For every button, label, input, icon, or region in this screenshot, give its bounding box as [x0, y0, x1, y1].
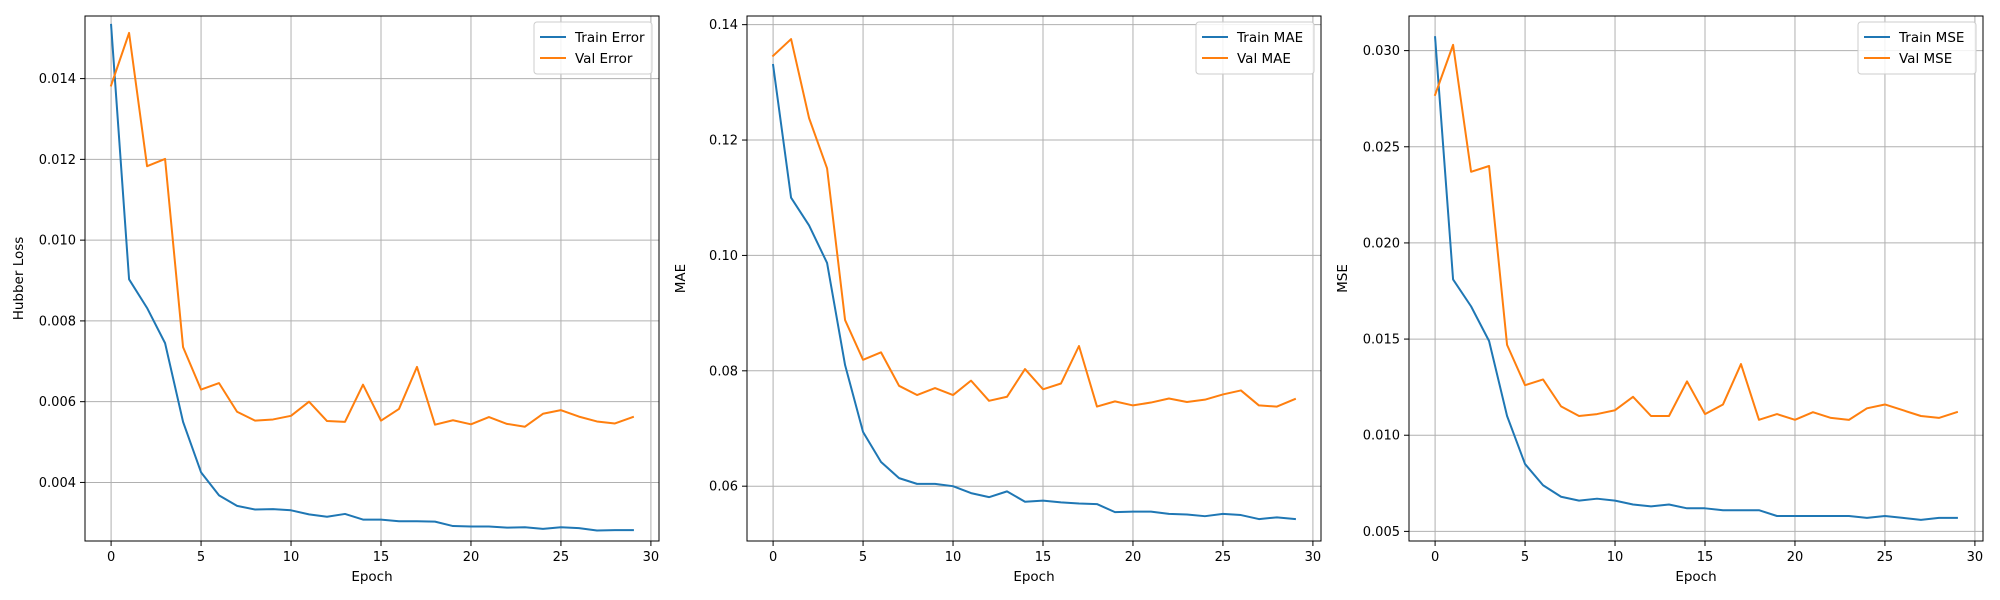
y-axis-label: MSE: [1335, 264, 1351, 293]
y-tick-label: 0.008: [39, 314, 76, 329]
y-tick-label: 0.014: [39, 72, 76, 87]
x-tick-label: 30: [1967, 550, 1984, 565]
legend-entry: Train Error: [574, 30, 645, 46]
y-tick-label: 0.005: [1363, 525, 1400, 540]
legend-box: [533, 21, 653, 75]
y-tick-label: 0.025: [1363, 140, 1400, 155]
y-tick-label: 0.012: [39, 153, 76, 168]
x-tick-label: 0: [107, 550, 115, 565]
x-tick-label: 30: [1305, 550, 1322, 565]
x-tick-label: 15: [1697, 550, 1714, 565]
y-tick-label: 0.030: [1363, 44, 1400, 59]
chart-panel-1: 0 5 10 15 20 25 30 0.004 0.006 0.008 0.010 0.012 0.0…: [11, 15, 660, 585]
x-tick-label: 5: [859, 550, 867, 565]
y-tick-label: 0.14: [709, 18, 738, 33]
x-tick-label: 20: [1787, 550, 1804, 565]
x-tick-label: 10: [945, 550, 962, 565]
x-tick-label: 5: [1521, 550, 1529, 565]
legend: Train Error Val Error: [533, 21, 653, 75]
chart-panel-3: 0 5 10 15 20 25 30 0.005 0.010 0.015 0.020 0.025 0.0…: [1335, 15, 1984, 585]
y-tick-label: 0.08: [709, 364, 738, 379]
series-line-val: [109, 31, 635, 428]
legend-entry: Train MSE: [1898, 30, 1964, 46]
x-tick-label: 0: [769, 550, 777, 565]
y-axis-label: MAE: [673, 264, 689, 293]
x-tick-label: 25: [1215, 550, 1232, 565]
x-axis-label: Epoch: [1013, 569, 1054, 585]
x-tick-label: 25: [553, 550, 570, 565]
x-tick-label: 25: [1877, 550, 1894, 565]
x-tick-label: 20: [1125, 550, 1142, 565]
x-tick-label: 0: [1431, 550, 1439, 565]
legend-box: [1195, 21, 1315, 75]
y-tick-label: 0.010: [39, 234, 76, 249]
x-tick-label: 10: [283, 550, 300, 565]
x-tick-label: 30: [643, 550, 660, 565]
x-tick-label: 20: [463, 550, 480, 565]
y-tick-label: 0.004: [39, 476, 76, 491]
x-tick-label: 5: [197, 550, 205, 565]
legend-entry: Val MAE: [1237, 51, 1291, 67]
legend-entry: Val Error: [575, 51, 633, 67]
series-line-val: [1433, 43, 1959, 421]
x-axis-label: Epoch: [351, 569, 392, 585]
series-line-train: [1434, 36, 1958, 521]
y-tick-label: 0.10: [709, 249, 738, 264]
legend-entry: Train MAE: [1236, 30, 1303, 46]
x-tick-label: 10: [1607, 550, 1624, 565]
x-axis-label: Epoch: [1675, 569, 1716, 585]
x-tick-label: 15: [373, 550, 390, 565]
y-tick-label: 0.06: [709, 480, 738, 495]
axes-frame: [1408, 15, 1984, 542]
axes-frame: [746, 15, 1322, 542]
legend: Train MSE Val MSE: [1857, 21, 1977, 75]
legend-box: [1857, 21, 1977, 75]
series-line-train: [110, 23, 634, 532]
series-line-val: [771, 38, 1297, 408]
legend: Train MAE Val MAE: [1195, 21, 1315, 75]
y-axis-label: Hubber Loss: [11, 237, 27, 321]
axes-frame: [84, 15, 660, 542]
y-tick-label: 0.020: [1363, 236, 1400, 251]
y-tick-label: 0.006: [39, 395, 76, 410]
x-tick-label: 15: [1035, 550, 1052, 565]
legend-entry: Val MSE: [1899, 51, 1952, 67]
series-line-train: [771, 63, 1297, 521]
chart-panel-2: 0 5 10 15 20 25 30 0.06 0.08 0.10 0.12 0.14 Epoch MAE…: [673, 15, 1322, 585]
y-tick-label: 0.12: [709, 134, 738, 149]
y-tick-label: 0.015: [1363, 333, 1400, 348]
y-tick-label: 0.010: [1363, 429, 1400, 444]
